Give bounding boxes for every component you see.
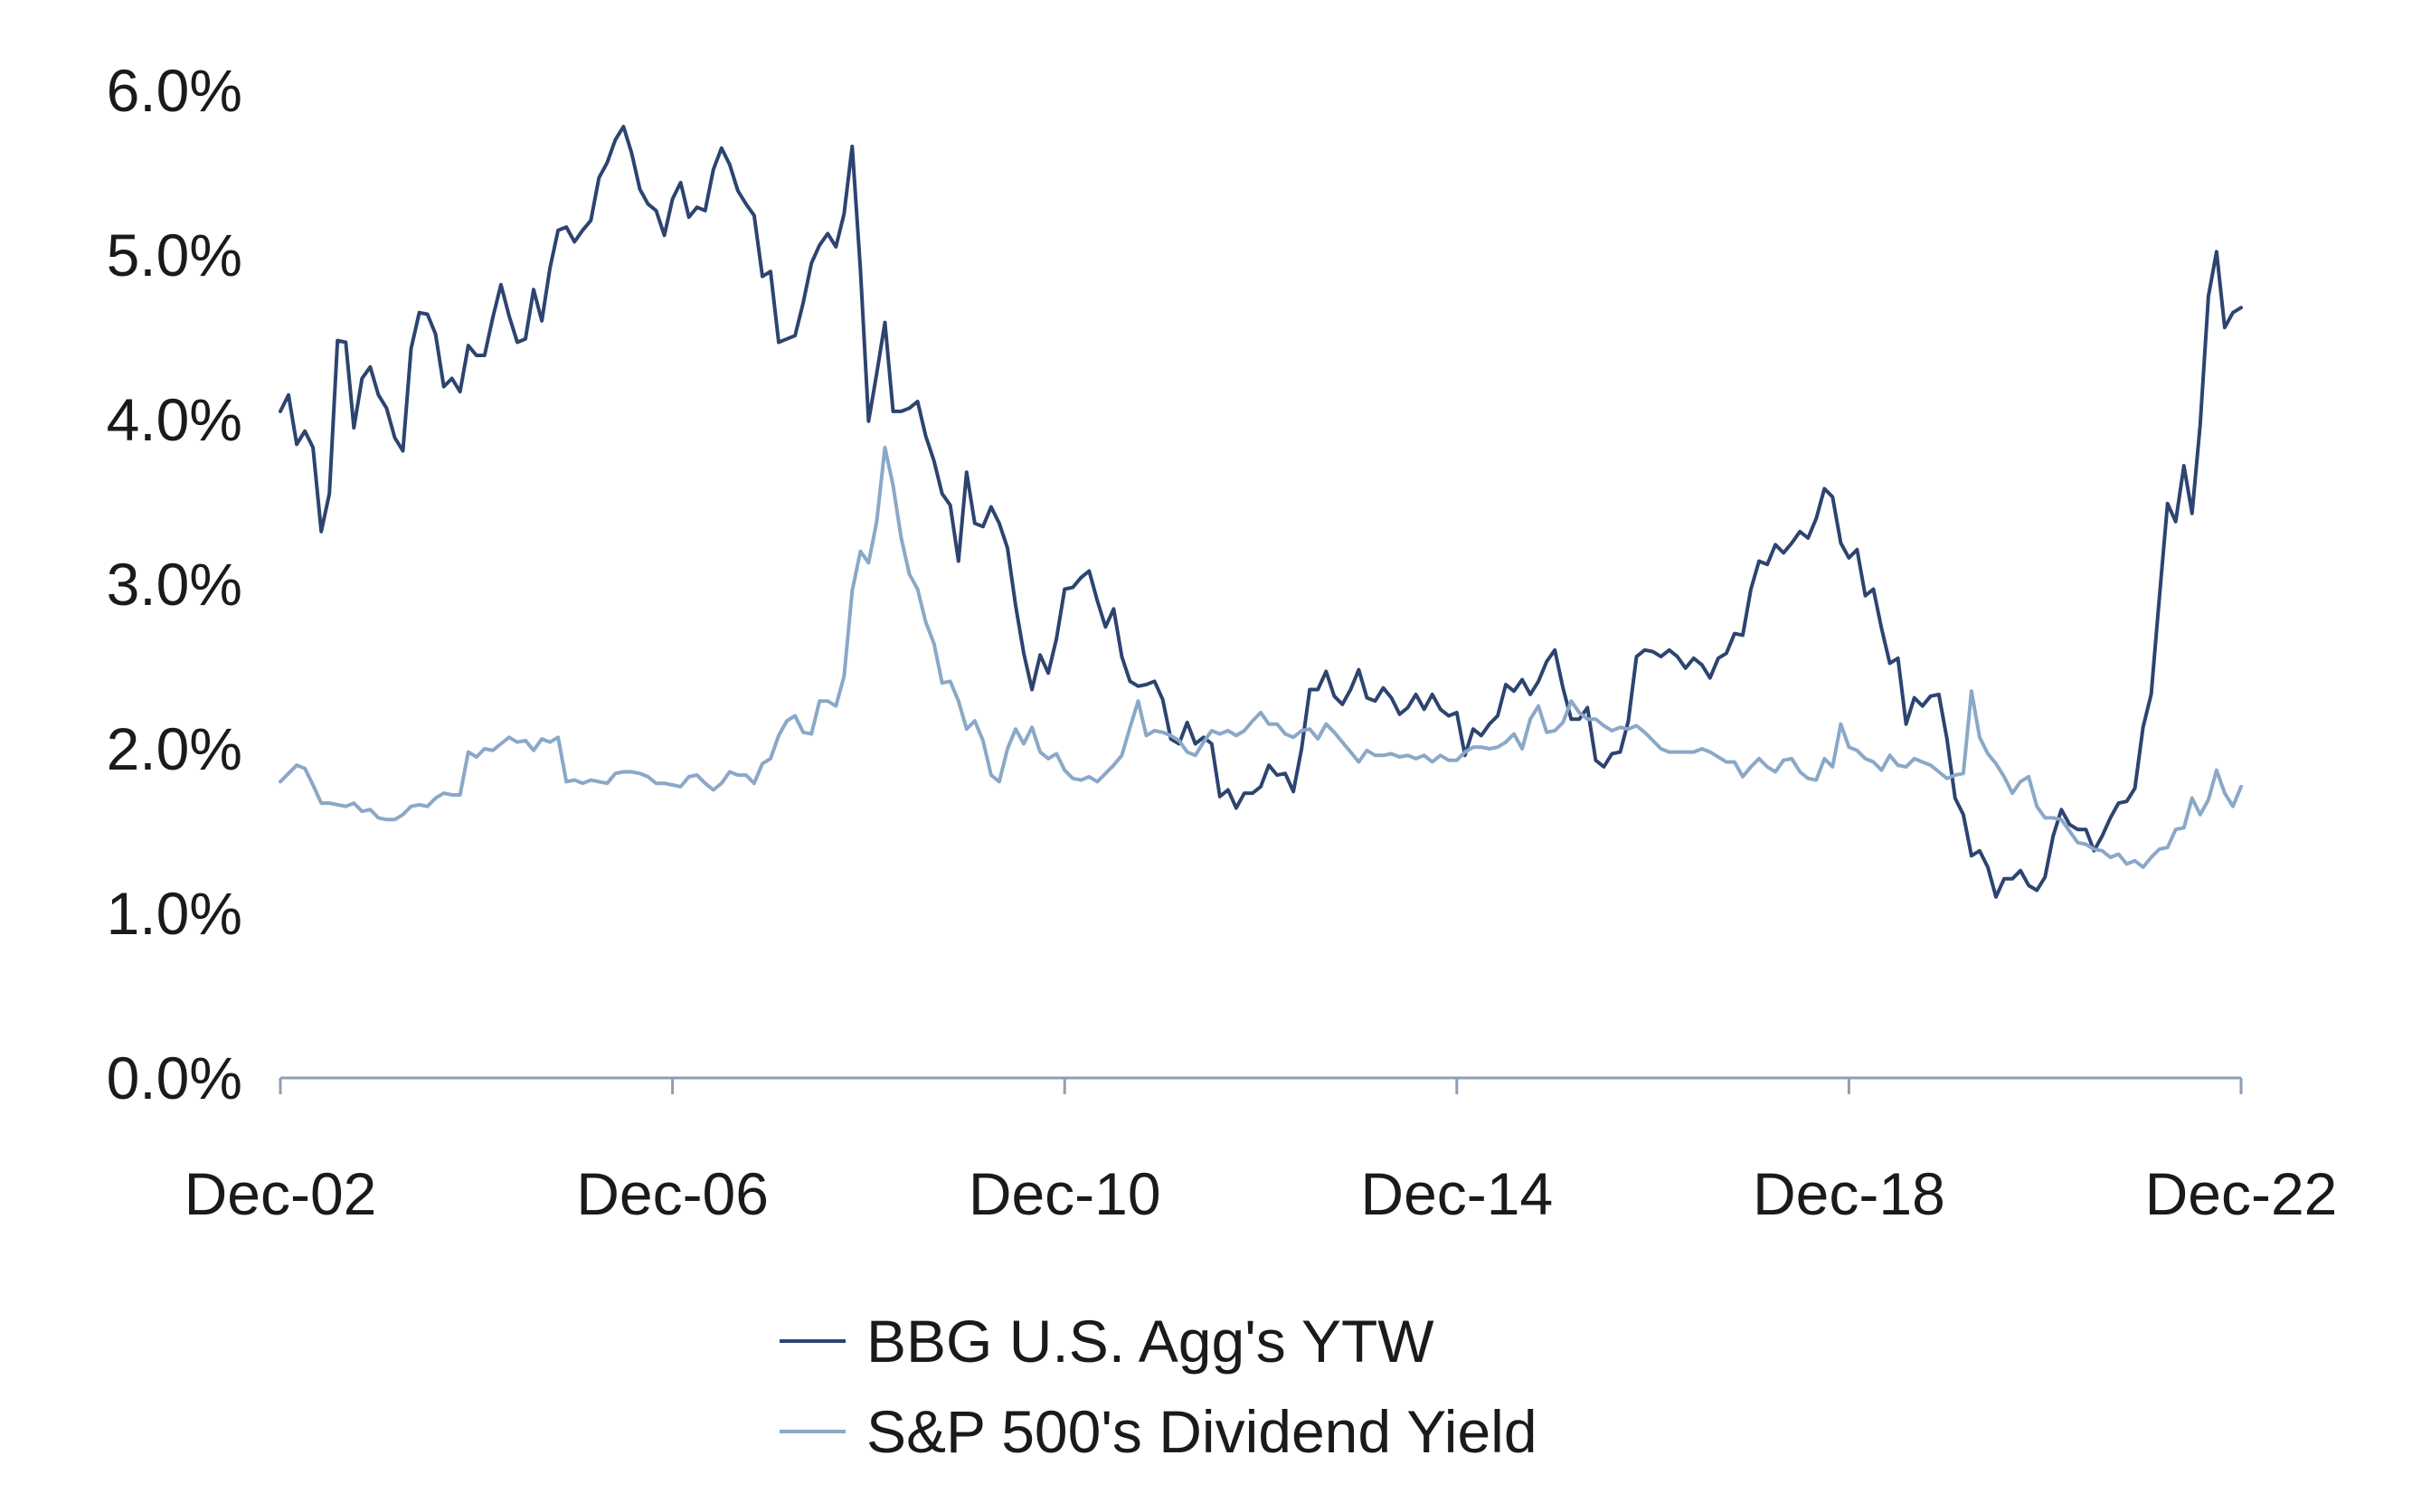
y-tick-label: 0.0% <box>107 1044 242 1111</box>
sp500-dividend-yield-line <box>279 445 2243 869</box>
x-tick-label: Dec-02 <box>184 1160 377 1227</box>
x-tick-label: Dec-10 <box>969 1160 1161 1227</box>
x-tick-label: Dec-18 <box>1753 1160 1945 1227</box>
y-tick-label: 5.0% <box>107 222 242 288</box>
series-lines <box>279 125 2243 899</box>
y-axis-tick-labels: 0.0% 1.0% 2.0% 3.0% 4.0% 5.0% 6.0% <box>107 57 242 1111</box>
y-tick-label: 3.0% <box>107 551 242 618</box>
y-tick-label: 1.0% <box>107 880 242 947</box>
legend: BBG U.S. Agg's YTW S&P 500's Dividend Yie… <box>780 1308 1537 1465</box>
x-tick-label: Dec-06 <box>576 1160 769 1227</box>
x-axis <box>279 1076 2243 1094</box>
legend-label-sp500-dividend-yield: S&P 500's Dividend Yield <box>866 1398 1537 1465</box>
y-tick-label: 6.0% <box>107 57 242 124</box>
legend-label-agg-ytw: BBG U.S. Agg's YTW <box>866 1308 1434 1375</box>
x-tick-label: Dec-22 <box>2145 1160 2338 1227</box>
y-tick-label: 2.0% <box>107 715 242 782</box>
x-tick-label: Dec-14 <box>1360 1160 1553 1227</box>
y-tick-label: 4.0% <box>107 386 242 453</box>
x-axis-tick-labels: Dec-02 Dec-06 Dec-10 Dec-14 Dec-18 Dec-22 <box>184 1160 2338 1227</box>
agg-ytw-line <box>279 125 2243 899</box>
